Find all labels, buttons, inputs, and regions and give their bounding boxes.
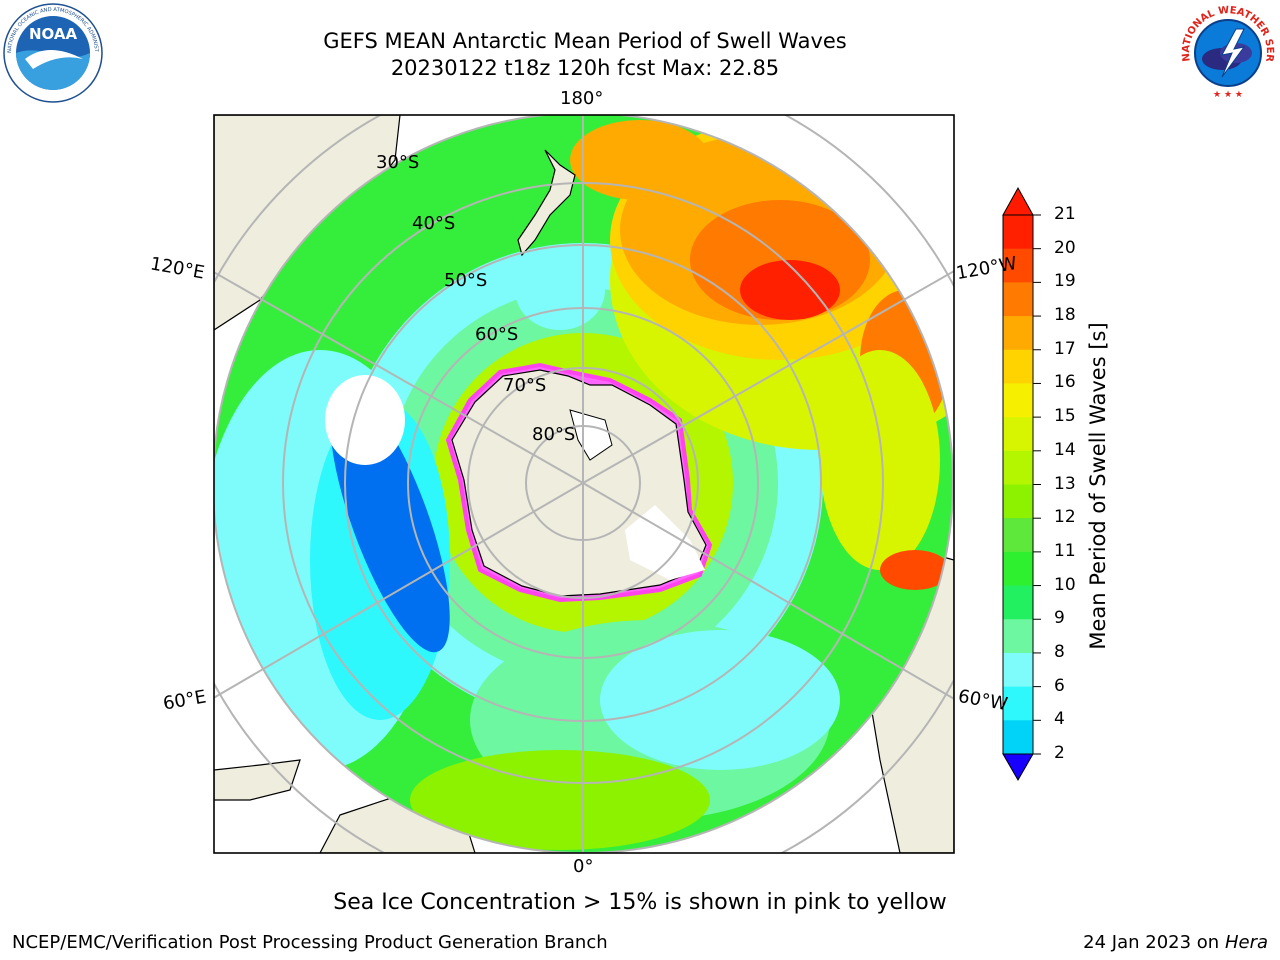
map-subtitle: 20230122 t18z 120h fcst Max: 22.85 xyxy=(390,56,780,80)
colorbar-segment xyxy=(1003,349,1033,384)
colorbar-tick-label: 6 xyxy=(1054,675,1065,696)
colorbar-segment xyxy=(1003,652,1033,688)
colorbar-segment xyxy=(1003,585,1033,620)
footer-date: 24 Jan 2023 on Hera xyxy=(1083,932,1268,953)
footer-date-text: 24 Jan 2023 on xyxy=(1083,932,1225,953)
noaa-logo-icon: NOAA NATIONAL OCEANIC AND ATMOSPHERIC AD… xyxy=(3,3,103,103)
colorbar-tick-label: 2 xyxy=(1054,743,1065,763)
colorbar-tick-label: 9 xyxy=(1054,608,1065,629)
colorbar-tick-label: 18 xyxy=(1054,305,1076,326)
lat-label-70s: 70°S xyxy=(503,375,547,396)
lat-label-80s: 80°S xyxy=(532,424,576,445)
colorbar-segment xyxy=(1003,551,1033,587)
antarctica-landmass xyxy=(445,362,713,603)
sea-ice-note: Sea Ice Concentration > 15% is shown in … xyxy=(333,890,947,915)
colorbar-tick-label: 10 xyxy=(1054,574,1076,595)
colorbar-tick-label: 15 xyxy=(1054,406,1076,427)
footer-host: Hera xyxy=(1224,932,1268,953)
svg-text:★ ★ ★: ★ ★ ★ xyxy=(1213,90,1243,100)
nws-logo-icon: NATIONAL WEATHER SERVICE ★ ★ ★ xyxy=(1178,3,1277,102)
colorbar-tick-label: 11 xyxy=(1054,540,1076,561)
colorbar-segment xyxy=(1003,282,1033,317)
colorbar-tick-label: 17 xyxy=(1054,338,1076,359)
footer-credit: NCEP/EMC/Verification Post Processing Pr… xyxy=(12,932,608,953)
colorbar-segment xyxy=(1003,383,1033,418)
lat-label-40s: 40°S xyxy=(412,213,456,234)
colorbar-tick-label: 13 xyxy=(1054,473,1076,494)
map-frame xyxy=(213,114,955,854)
colorbar-tick-label: 14 xyxy=(1054,439,1076,460)
colorbar-tick-label: 8 xyxy=(1054,641,1065,662)
lat-label-50s: 50°S xyxy=(444,270,488,291)
colorbar-segment xyxy=(1003,215,1033,250)
colorbar-tick-label: 21 xyxy=(1054,204,1076,224)
lon-label-0: 0° xyxy=(573,856,594,877)
colorbar-label: Mean Period of Swell Waves [s] xyxy=(1086,322,1110,650)
lon-label-180: 180° xyxy=(560,88,604,109)
colorbar-segment xyxy=(1003,417,1033,452)
colorbar-tick-label: 19 xyxy=(1054,271,1076,292)
colorbar-segment xyxy=(1003,619,1033,654)
colorbar-segment xyxy=(1003,686,1033,721)
colorbar-tick-label: 20 xyxy=(1054,237,1076,258)
new-zealand xyxy=(517,149,576,257)
colorbar-tick-label: 4 xyxy=(1054,709,1065,730)
colorbar-segment xyxy=(1003,518,1033,553)
colorbar-segment xyxy=(1003,720,1033,755)
graticule xyxy=(214,115,954,853)
colorbar-tick-label: 12 xyxy=(1054,507,1076,528)
colorbar-segment xyxy=(1003,484,1033,519)
lat-label-30s: 30°S xyxy=(376,152,420,173)
svg-text:NOAA: NOAA xyxy=(29,25,78,43)
lat-label-60s: 60°S xyxy=(475,324,519,345)
colorbar-tick-label: 16 xyxy=(1054,372,1076,393)
colorbar-segment xyxy=(1003,450,1033,485)
colorbar-segment xyxy=(1003,248,1033,283)
map-title: GEFS MEAN Antarctic Mean Period of Swell… xyxy=(323,29,847,53)
colorbar xyxy=(1002,186,1041,782)
colorbar-segment xyxy=(1003,316,1033,351)
